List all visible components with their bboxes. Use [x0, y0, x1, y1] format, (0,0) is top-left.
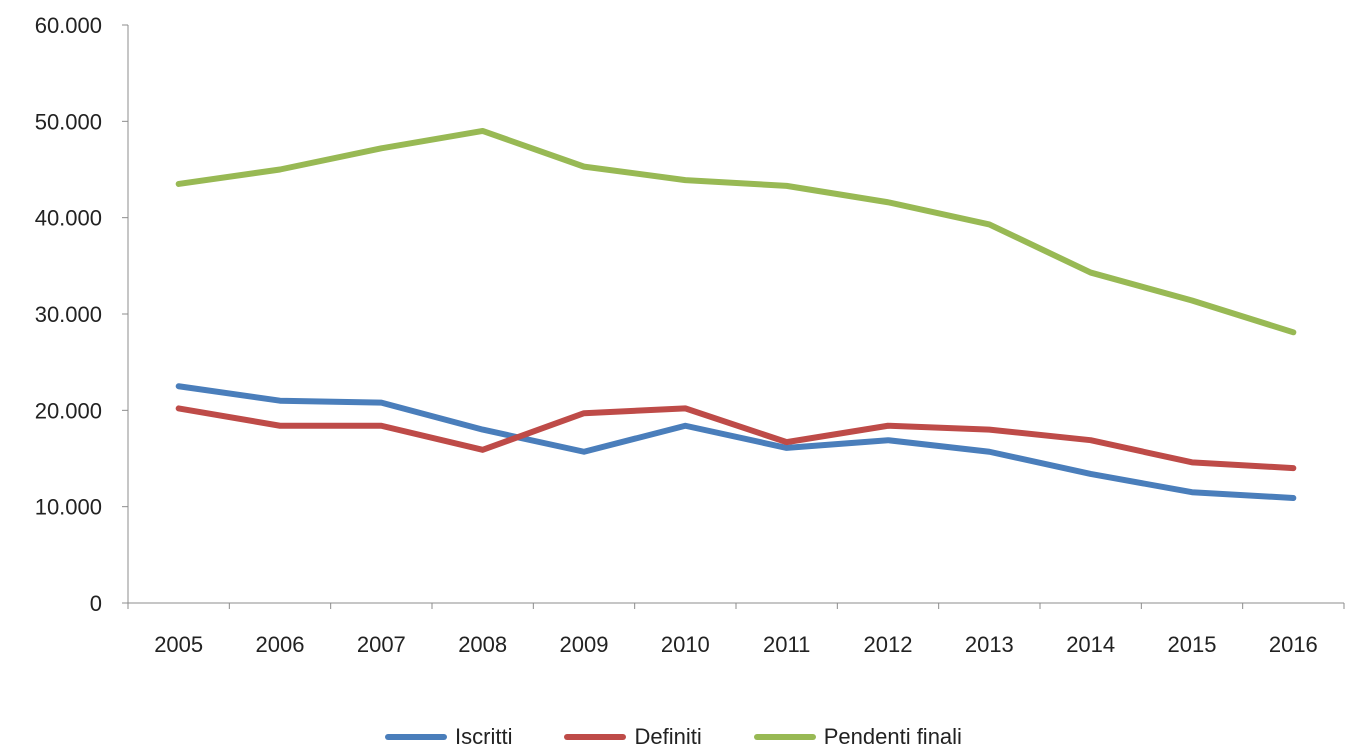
line-chart: 0 10.000 20.000 30.000 40.000 50.000 60.000 20…: [35, 13, 1345, 657]
legend-item: Pendenti finali: [753, 724, 962, 750]
x-tick-label: 2008: [458, 632, 507, 657]
y-tick-label: 60.000: [35, 13, 102, 38]
series-line-definiti: [175, 405, 1297, 472]
x-tick-label: 2012: [864, 632, 913, 657]
series-lines: [175, 127, 1297, 501]
x-tick-label: 2006: [256, 632, 305, 657]
y-axis-tick-labels: 0 10.000 20.000 30.000 40.000 50.000 60.000: [35, 13, 102, 616]
y-tick-label: 10.000: [35, 495, 102, 520]
y-tick-label: 20.000: [35, 398, 102, 423]
legend-item: Iscritti: [385, 724, 512, 750]
x-tick-label: 2009: [560, 632, 609, 657]
x-tick-label: 2016: [1269, 632, 1318, 657]
y-tick-label: 50.000: [35, 109, 102, 134]
legend-label: Iscritti: [455, 724, 513, 749]
chart-axes: [122, 24, 1345, 609]
legend-swatch: [564, 734, 627, 740]
y-tick-label: 0: [90, 591, 102, 616]
x-tick-label: 2011: [763, 632, 810, 657]
x-tick-label: 2005: [154, 632, 203, 657]
x-tick-label: 2013: [965, 632, 1014, 657]
x-tick-label: 2010: [661, 632, 710, 657]
series-line-pendenti-finali: [175, 127, 1297, 336]
y-tick-label: 30.000: [35, 302, 102, 327]
y-tick-label: 40.000: [35, 206, 102, 231]
x-tick-label: 2007: [357, 632, 406, 657]
chart-legend: Iscritti Definiti Pendenti finali: [0, 722, 1347, 752]
legend-label: Definiti: [634, 724, 702, 749]
legend-swatch: [753, 734, 816, 740]
x-axis-tick-labels: 2005 2006 2007 2008 2009 2010 2011 2012 2013 2014…: [154, 632, 1318, 657]
legend-item: Definiti: [564, 724, 702, 750]
x-tick-label: 2014: [1066, 632, 1115, 657]
x-tick-label: 2015: [1168, 632, 1217, 657]
legend-swatch: [385, 734, 448, 740]
legend-label: Pendenti finali: [823, 724, 962, 749]
series-line-iscritti: [175, 383, 1297, 501]
